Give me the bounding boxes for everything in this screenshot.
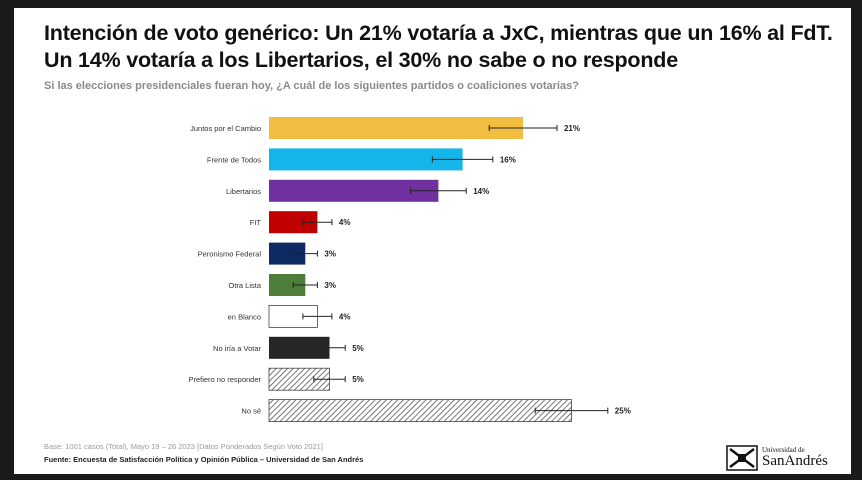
value-label: 5%	[352, 344, 364, 353]
category-label: Libertarios	[226, 187, 261, 196]
category-label: Juntos por el Cambio	[190, 124, 261, 133]
error-bar	[292, 250, 318, 257]
bar-chart: Juntos por el Cambio 21% Frente de Todos 16…	[188, 117, 631, 423]
university-logo: Universidad de SanAndrés	[726, 444, 846, 472]
logo-text-main: SanAndrés	[762, 453, 828, 469]
bar	[269, 117, 524, 139]
category-label: No sé	[241, 407, 261, 416]
category-label: Peronismo Federal	[198, 250, 262, 259]
value-label: 3%	[324, 250, 336, 259]
bar	[269, 274, 306, 296]
value-label: 4%	[339, 218, 351, 227]
bar-row: No sé 25%	[241, 399, 631, 423]
bar-row: No iría a Votar 5%	[213, 336, 364, 359]
slide: Intención de voto genérico: Un 21% votar…	[14, 8, 851, 474]
category-label: Frente de Todos	[207, 155, 261, 164]
bar	[269, 242, 306, 265]
source-note: Fuente: Encuesta de Satisfacción Polític…	[44, 455, 364, 464]
bar-row: Peronismo Federal 3%	[198, 242, 336, 265]
value-label: 5%	[352, 375, 364, 384]
bar	[269, 179, 439, 202]
chart-subtitle: Si las elecciones presidenciales fueran …	[44, 80, 579, 92]
bar	[269, 336, 330, 359]
bar	[268, 399, 572, 423]
error-bar	[534, 407, 609, 414]
error-bar	[313, 344, 346, 351]
bar-row: FIT 4%	[250, 211, 351, 234]
error-bar	[292, 282, 318, 288]
value-label: 25%	[615, 407, 631, 416]
error-bar	[313, 376, 346, 383]
bar-row: en Blanco 4%	[228, 304, 351, 328]
category-label: en Blanco	[228, 312, 261, 321]
value-label: 4%	[339, 312, 351, 321]
category-label: Prefiero no responder	[188, 375, 261, 384]
value-label: 21%	[564, 124, 580, 133]
error-bar	[302, 219, 333, 226]
error-bar	[488, 125, 558, 131]
category-label: FIT	[250, 218, 262, 227]
category-label: Otra Lista	[228, 281, 261, 290]
bar-row: Juntos por el Cambio 21%	[190, 117, 580, 139]
error-bar	[410, 187, 467, 194]
bar	[269, 211, 318, 234]
category-label: No iría a Votar	[213, 344, 261, 353]
bar-row: Frente de Todos 16%	[207, 148, 516, 171]
error-bar	[302, 313, 333, 320]
chart-title: Intención de voto genérico: Un 21% votar…	[44, 21, 833, 72]
error-bar	[431, 156, 494, 163]
crest-icon	[726, 445, 758, 471]
logo-text-top: Universidad de	[762, 446, 805, 454]
sample-base-note: Base: 1001 casos (Total), Mayo 19 – 26 2…	[44, 442, 323, 451]
bar-row: Otra Lista 3%	[228, 274, 336, 296]
bar-row: Prefiero no responder 5%	[188, 367, 364, 391]
value-label: 3%	[324, 281, 336, 290]
value-label: 16%	[500, 155, 516, 164]
bar-row: Libertarios 14%	[226, 179, 489, 202]
value-label: 14%	[473, 187, 489, 196]
bar	[269, 148, 463, 171]
